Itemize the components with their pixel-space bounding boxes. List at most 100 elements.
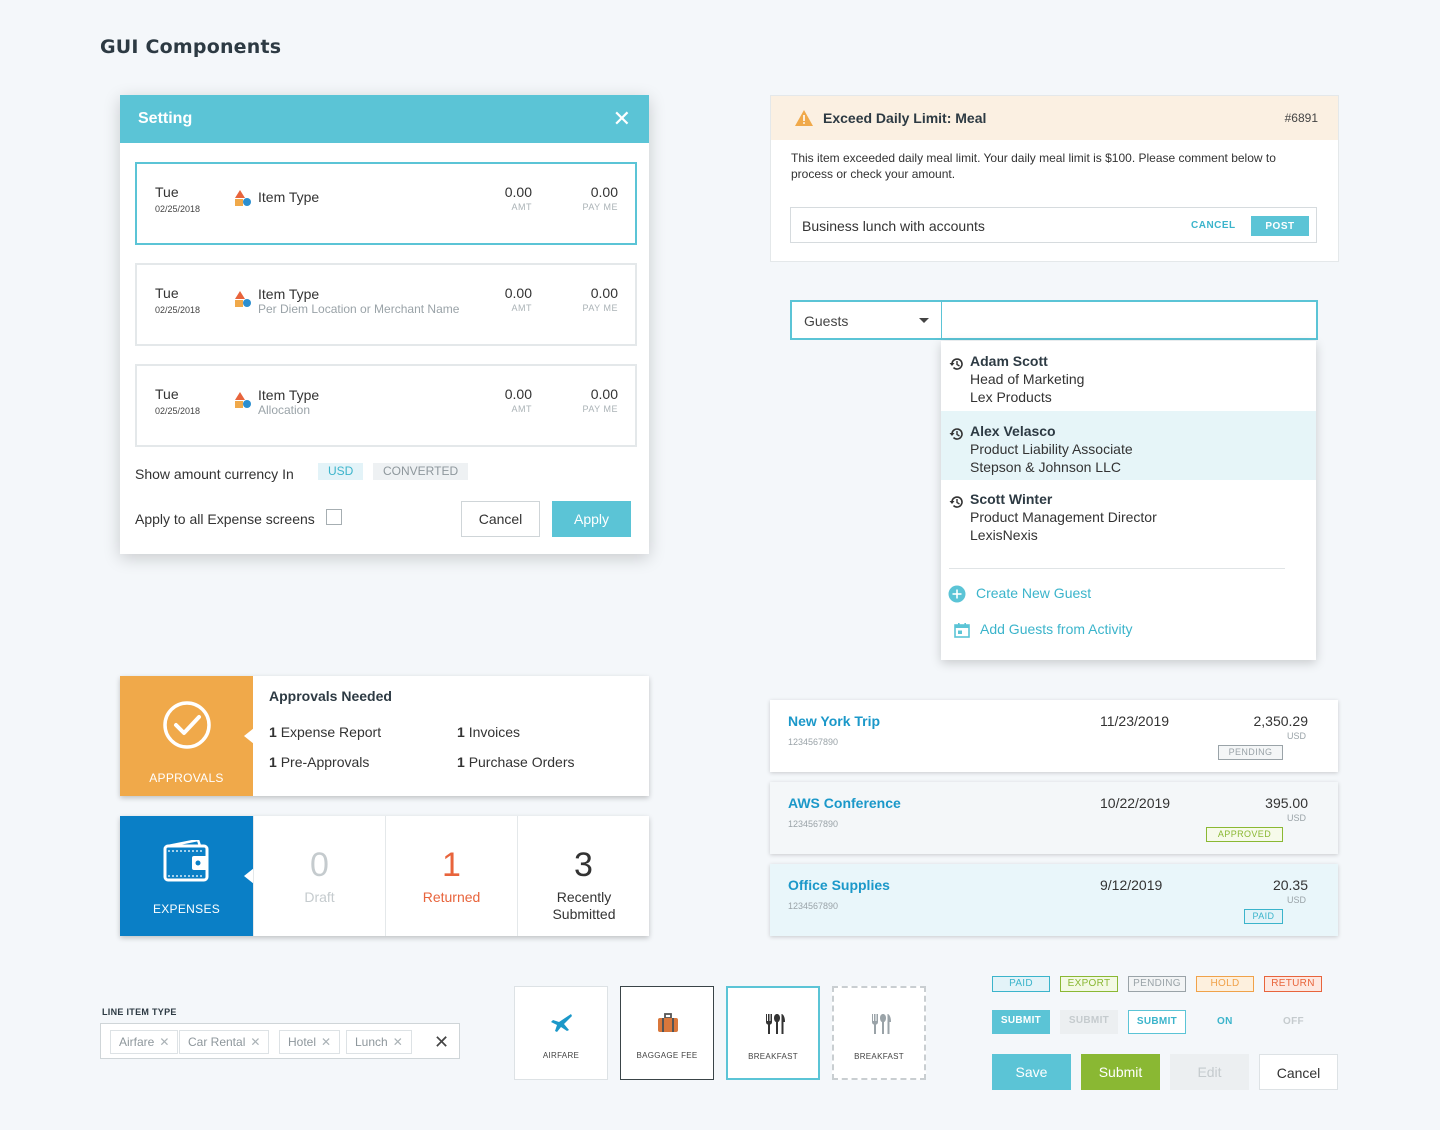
create-new-guest-link[interactable]: Create New Guest — [976, 585, 1092, 601]
tile-label: BREAKFAST — [748, 1052, 798, 1061]
tile-breakfast[interactable]: BREAKFAST — [726, 986, 820, 1080]
check-circle-icon — [163, 701, 211, 749]
expense-row[interactable]: Tue 02/25/2018 Item Type 0.00 AMT 0.00 P… — [135, 162, 637, 245]
utensils-icon — [872, 1014, 891, 1034]
trip-card[interactable]: AWS Conference 1234567890 10/22/2019 395… — [770, 782, 1338, 854]
apply-all-checkbox[interactable] — [326, 509, 342, 525]
row-item-type: Item Type — [258, 189, 320, 205]
tag-lunch: Lunch ✕ — [346, 1030, 412, 1054]
approval-item[interactable]: 1 Purchase Orders — [457, 754, 575, 770]
add-guests-activity-link[interactable]: Add Guests from Activity — [980, 621, 1133, 637]
notch — [244, 868, 254, 884]
guest-search-bar: Guests — [790, 300, 1318, 340]
trip-name[interactable]: AWS Conference — [788, 795, 901, 811]
utensils-icon — [766, 1014, 785, 1034]
tag-remove-icon[interactable]: ✕ — [321, 1035, 332, 1049]
limit-alert-card: Exceed Daily Limit: Meal #6891 This item… — [770, 95, 1339, 262]
approvals-card[interactable]: APPROVALS Approvals Needed 1 Expense Rep… — [120, 676, 649, 796]
cancel-button[interactable]: Cancel — [1259, 1054, 1338, 1090]
guest-dropdown: Adam Scott Head of Marketing Lex Product… — [941, 341, 1316, 660]
trip-name[interactable]: New York Trip — [788, 713, 881, 729]
expense-row[interactable]: Tue 02/25/2018 Item Type Per Diem Locati… — [135, 263, 637, 346]
guest-role: Product Management Director — [970, 509, 1157, 525]
submit-small-disabled-button[interactable]: SUBMIT — [1060, 1010, 1118, 1034]
trip-card[interactable]: New York Trip 1234567890 11/23/2019 2,35… — [770, 700, 1338, 772]
setting-dialog: Setting ✕ Tue 02/25/2018 Item Type 0.00 … — [120, 95, 649, 554]
chip-paid: PAID — [992, 976, 1050, 992]
currency-converted-toggle[interactable]: CONVERTED — [373, 463, 469, 480]
comment-cancel-button[interactable]: CANCEL — [1191, 220, 1236, 231]
guest-name: Alex Velasco — [970, 423, 1056, 439]
stat-number: 1 — [442, 846, 461, 884]
trip-currency: USD — [1286, 813, 1306, 823]
tag-remove-icon[interactable]: ✕ — [250, 1035, 261, 1049]
alert-title: Exceed Daily Limit: Meal — [823, 110, 987, 126]
row-amount: 0.00 — [504, 285, 532, 301]
tile-airfare[interactable]: AIRFARE — [514, 986, 608, 1080]
page-title: GUI Components — [100, 36, 282, 58]
approval-item[interactable]: 1 Expense Report — [269, 724, 381, 740]
trip-card[interactable]: Office Supplies 1234567890 9/12/2019 20.… — [770, 864, 1338, 936]
trip-id: 1234567890 — [788, 819, 839, 829]
caret-down-icon — [919, 318, 929, 323]
edit-button[interactable]: Edit — [1170, 1054, 1249, 1090]
row-amount: 0.00 — [504, 386, 532, 402]
expense-row[interactable]: Tue 02/25/2018 Item Type Allocation 0.00… — [135, 364, 637, 447]
history-icon — [949, 496, 963, 508]
tile-breakfast-dashed[interactable]: BREAKFAST — [832, 986, 926, 1080]
toggle-on[interactable]: ON — [1217, 1016, 1233, 1027]
save-button[interactable]: Save — [992, 1054, 1071, 1090]
guest-option[interactable]: Alex Velasco Product Liability Associate… — [941, 411, 1316, 480]
plus-circle-icon[interactable] — [948, 585, 966, 603]
tag-remove-icon[interactable]: ✕ — [392, 1035, 403, 1049]
approval-count: 1 — [269, 724, 277, 740]
row-pay-label: PAY ME — [582, 404, 618, 414]
guest-type-select[interactable]: Guests — [792, 302, 942, 338]
line-item-type-input[interactable]: Airfare ✕ Car Rental ✕ Hotel ✕ Lunch ✕ ✕ — [100, 1023, 460, 1059]
cancel-button[interactable]: Cancel — [461, 501, 540, 537]
approval-item[interactable]: 1 Pre-Approvals — [269, 754, 369, 770]
warning-icon — [795, 110, 813, 126]
tag-remove-icon[interactable]: ✕ — [159, 1035, 170, 1049]
stat-returned[interactable]: 1 Returned — [385, 816, 517, 936]
submit-small-outline-button[interactable]: SUBMIT — [1128, 1010, 1186, 1034]
tile-baggage-fee[interactable]: BAGGAGE FEE — [620, 986, 714, 1080]
guest-company: Lex Products — [970, 389, 1052, 405]
alert-header: Exceed Daily Limit: Meal #6891 — [771, 96, 1338, 140]
approval-count: 1 — [457, 724, 465, 740]
tag-label: Hotel — [288, 1035, 317, 1049]
submit-small-button[interactable]: SUBMIT — [992, 1010, 1050, 1034]
approval-label: Purchase Orders — [468, 754, 575, 770]
guest-role: Product Liability Associate — [970, 441, 1133, 457]
status-badge: PENDING — [1218, 745, 1283, 760]
expenses-card[interactable]: EXPENSES 0 Draft 1 Returned 3 Recently S… — [120, 816, 649, 936]
trip-name[interactable]: Office Supplies — [788, 877, 890, 893]
chip-return: RETURN — [1264, 976, 1322, 992]
stat-draft[interactable]: 0 Draft — [253, 816, 385, 936]
trip-currency: USD — [1286, 895, 1306, 905]
approval-item[interactable]: 1 Invoices — [457, 724, 520, 740]
calendar-icon[interactable] — [954, 622, 970, 638]
currency-usd-toggle[interactable]: USD — [318, 463, 364, 480]
row-amount-label: AMT — [511, 202, 532, 212]
close-icon[interactable]: ✕ — [612, 106, 631, 131]
guest-company: LexisNexis — [970, 527, 1038, 543]
approvals-label: APPROVALS — [149, 771, 224, 785]
guest-role: Head of Marketing — [970, 371, 1085, 387]
apply-button[interactable]: Apply — [552, 501, 631, 537]
row-item-sub: Per Diem Location or Merchant Name — [258, 302, 460, 316]
tag-label: Lunch — [355, 1035, 388, 1049]
toggle-off[interactable]: OFF — [1283, 1016, 1304, 1027]
submit-button[interactable]: Submit — [1081, 1054, 1160, 1090]
chip-pending: PENDING — [1128, 976, 1186, 992]
clear-icon[interactable]: ✕ — [434, 1032, 450, 1052]
guest-option[interactable]: Scott Winter Product Management Director… — [941, 479, 1316, 548]
comment-input[interactable]: Business lunch with accounts CANCEL POST — [790, 207, 1317, 243]
stat-recently-submitted[interactable]: 3 Recently Submitted — [517, 816, 649, 936]
guest-option[interactable]: Adam Scott Head of Marketing Lex Product… — [941, 341, 1316, 410]
row-pay-label: PAY ME — [582, 303, 618, 313]
comment-post-button[interactable]: POST — [1251, 216, 1309, 236]
luggage-icon — [658, 1013, 678, 1032]
row-pay: 0.00 — [590, 386, 618, 402]
stat-label: Recently Submitted — [552, 889, 616, 922]
